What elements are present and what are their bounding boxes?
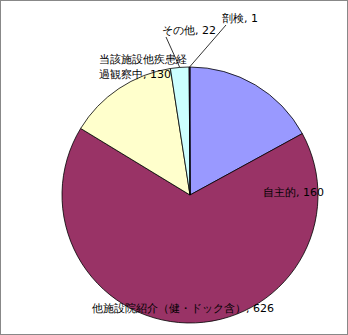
chart: 自主的他施設院紹介（健・ドック含）当該施設他疾患経過観察中その他剖検自主的, 1… [0,0,348,335]
data-label-line: 過観察中, 130 [99,68,171,81]
data-label: 自主的, 160 [263,186,324,199]
chart-frame [1,1,348,335]
leader-line [166,37,180,67]
leader-line [190,25,226,67]
data-label: その他, 22 [162,24,216,37]
data-label: 当該施設他疾患経過観察中, 130 [99,53,187,81]
data-label: 他施設院紹介（健・ドック含）, 626 [92,302,274,315]
data-label: 剖検, 1 [222,12,258,25]
data-labels: 自主的, 160 他施設院紹介（健・ドック含）, 626 当該施設他疾患経過観察中,… [92,12,324,315]
pie-slice: 剖検 [189,67,191,195]
pie-slice: その他 [170,67,190,195]
